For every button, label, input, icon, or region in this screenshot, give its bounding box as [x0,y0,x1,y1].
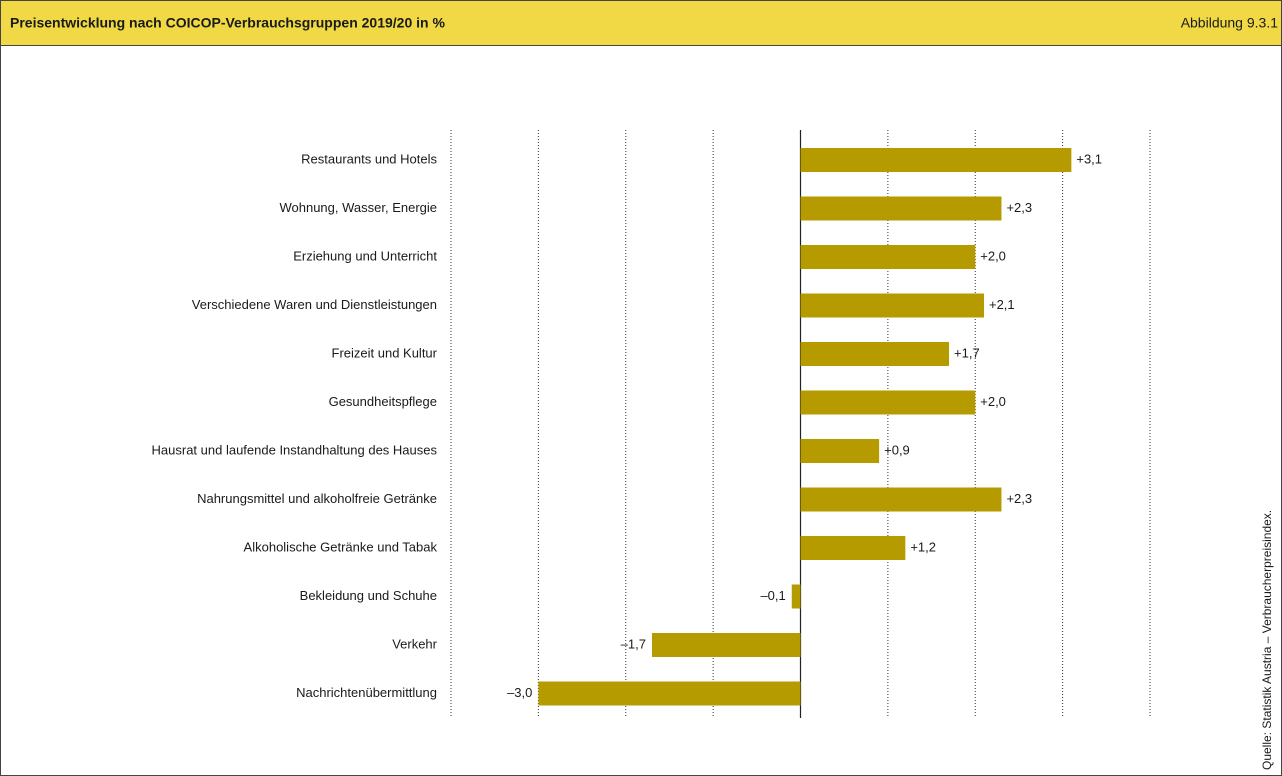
bar [791,584,801,609]
value-label: +2,0 [980,248,1006,263]
category-label: Nahrungsmittel und alkoholfreie Getränke [197,491,437,506]
bar [800,439,880,463]
value-label: +2,1 [989,297,1015,312]
bar [651,633,801,657]
value-label: +2,3 [1006,200,1032,215]
value-label: +1,2 [910,539,936,554]
bar [800,536,906,560]
category-label: Gesundheitspflege [329,394,437,409]
chart-title: Preisentwicklung nach COICOP-Verbrauchsg… [10,15,445,31]
figure-label: Abbildung 9.3.1 [1181,15,1279,31]
category-label: Nachrichtenübermittlung [296,685,437,700]
category-label: Restaurants und Hotels [301,151,437,166]
category-label: Verkehr [392,636,437,651]
value-label: +1,7 [954,345,980,360]
category-label: Freizeit und Kultur [332,345,438,360]
bar [800,342,950,366]
bar [800,245,976,269]
category-label: Erziehung und Unterricht [293,248,437,263]
value-label: –1,7 [621,636,646,651]
category-label: Alkoholische Getränke und Tabak [244,539,438,554]
category-label: Verschiedene Waren und Dienstleistungen [192,297,437,312]
source-note: Quelle: Statistik Austria – Verbraucherp… [1260,510,1274,770]
bar [800,196,1002,221]
value-label: –3,0 [507,685,532,700]
header-bar [0,0,1282,46]
value-label: +3,1 [1076,151,1102,166]
value-label: +0,9 [884,442,910,457]
value-label: +2,0 [980,394,1006,409]
category-label: Hausrat und laufende Instandhaltung des … [152,442,438,457]
bar [800,390,976,415]
value-label: –0,1 [760,588,785,603]
value-label: +2,3 [1006,491,1032,506]
bar [800,148,1072,172]
bar [800,293,984,318]
category-label: Bekleidung und Schuhe [300,588,437,603]
bar [538,681,801,706]
bar [800,487,1002,512]
category-label: Wohnung, Wasser, Energie [279,200,437,215]
